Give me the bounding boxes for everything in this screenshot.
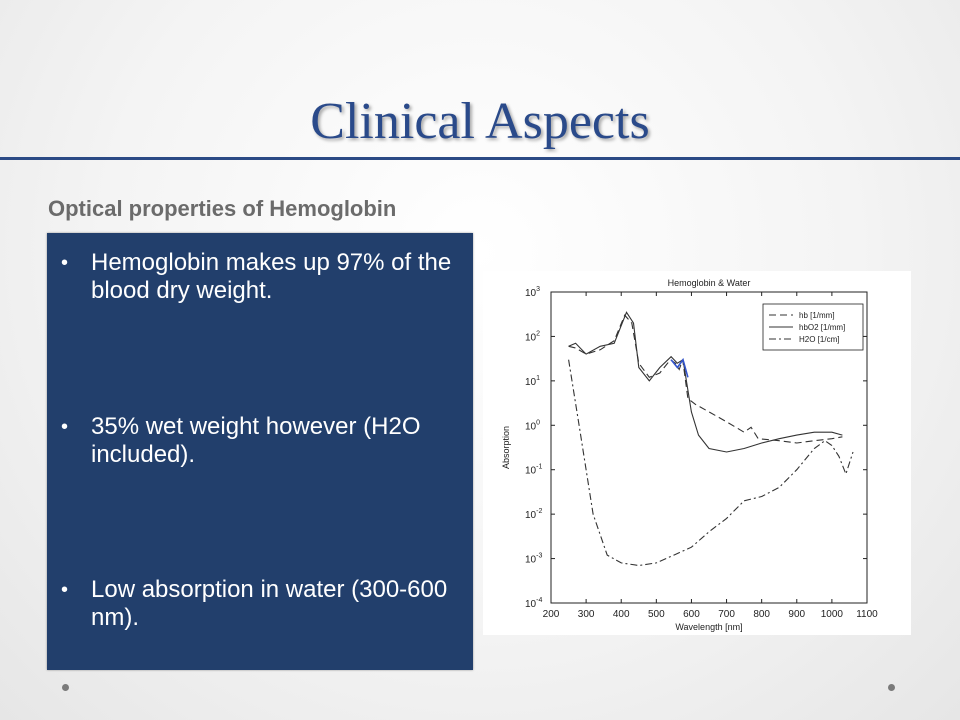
series-line-2: [568, 359, 854, 567]
x-tick-label: 500: [648, 609, 665, 620]
bullet-text: Hemoglobin makes up 97% of the blood dry…: [91, 249, 452, 304]
y-tick-label: 10-1: [525, 464, 542, 477]
highlight-annotation: [670, 357, 689, 378]
x-tick-label: 900: [788, 609, 805, 620]
series-line-1: [568, 311, 843, 453]
x-tick-label: 200: [543, 609, 560, 620]
absorption-chart: 200 300 400 500 600 700 800 900 1000 1100 10-4 10-3…: [501, 278, 878, 632]
x-tick-label: 600: [683, 609, 700, 620]
bullet-panel: • Hemoglobin makes up 97% of the blood d…: [47, 233, 473, 670]
y-tick-label: 103: [525, 286, 540, 299]
y-tick-label: 101: [525, 375, 540, 388]
bullet-item: • Low absorption in water (300-600 nm).: [61, 576, 461, 632]
title-underline: [0, 157, 960, 160]
decorative-dot-icon: [62, 684, 69, 691]
legend-label: H2O [1/cm]: [799, 335, 839, 344]
x-axis-label: Wavelength [nm]: [675, 622, 742, 632]
y-tick-label: 10-4: [525, 597, 542, 610]
y-tick-label: 10-2: [525, 508, 542, 521]
x-tick-label: 1100: [856, 609, 878, 620]
slide-title: Clinical Aspects: [310, 93, 650, 150]
chart-title: Hemoglobin & Water: [668, 278, 751, 288]
x-tick-label: 1000: [821, 609, 844, 620]
x-tick-label: 700: [718, 609, 735, 620]
decorative-dot-icon: [888, 684, 895, 691]
y-axis-label: Absorption: [501, 426, 511, 469]
x-tick-label: 300: [578, 609, 595, 620]
x-tick-label: 400: [613, 609, 630, 620]
legend-label: hbO2 [1/mm]: [799, 323, 845, 332]
chart-panel: 200 300 400 500 600 700 800 900 1000 1100 10-4 10-3…: [483, 271, 911, 635]
y-tick-label: 102: [525, 330, 540, 343]
legend-label: hb [1/mm]: [799, 311, 835, 320]
series-line-0: [568, 314, 843, 444]
bullet-item: • 35% wet weight however (H2O included).: [61, 413, 461, 469]
bullet-text: 35% wet weight however (H2O included).: [91, 413, 421, 468]
bullet-text: Low absorption in water (300-600 nm).: [91, 576, 448, 631]
bullet-icon: •: [61, 416, 69, 438]
y-tick-label: 100: [525, 419, 540, 432]
x-tick-label: 800: [753, 609, 770, 620]
bullet-icon: •: [61, 252, 69, 274]
bullet-icon: •: [61, 579, 69, 601]
plot-frame: [550, 291, 868, 604]
chart-legend: hb [1/mm] hbO2 [1/mm] H2O [1/cm]: [762, 303, 864, 351]
slide-subtitle: Optical properties of Hemoglobin: [48, 196, 397, 221]
bullet-item: • Hemoglobin makes up 97% of the blood d…: [61, 249, 461, 305]
y-tick-label: 10-3: [525, 553, 542, 566]
